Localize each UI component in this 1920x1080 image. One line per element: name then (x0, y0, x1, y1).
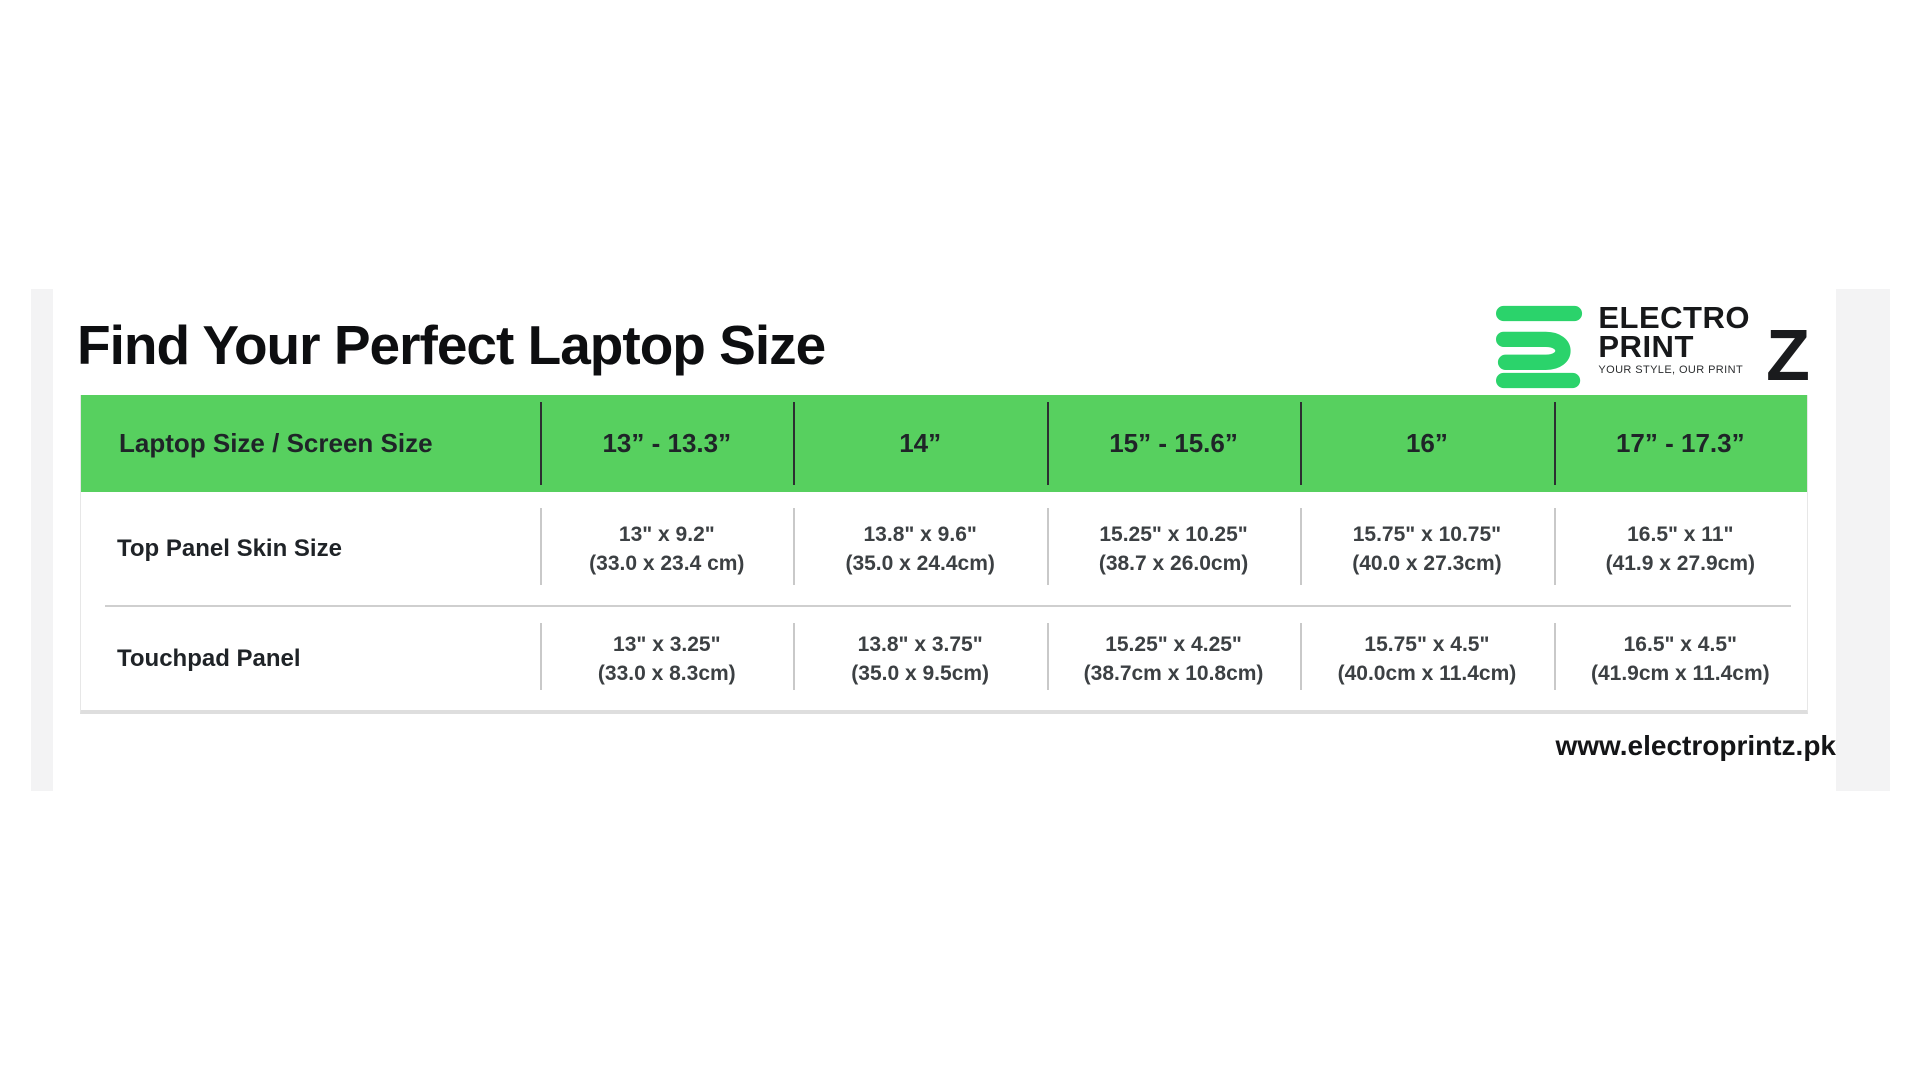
column-header-13in: 13” - 13.3” (540, 395, 793, 492)
size-inches: 15.75" x 10.75" (1352, 522, 1502, 546)
table-row-touchpad: Touchpad Panel 13" x 3.25" (33.0 x 8.3cm… (81, 607, 1807, 710)
size-cm: (33.0 x 23.4 cm) (589, 551, 745, 575)
column-header-laptop-size: Laptop Size / Screen Size (119, 428, 433, 458)
row-label-touchpad: Touchpad Panel (117, 645, 301, 672)
cell-touchpad-15in: 15.25" x 4.25" (38.7cm x 10.8cm) (1046, 607, 1300, 710)
logo-word-electro: ELECTRO (1598, 300, 1750, 335)
column-header-17in: 17” - 17.3” (1553, 395, 1807, 492)
size-cm: (38.7 x 26.0cm) (1098, 551, 1249, 575)
row-label-top-panel: Top Panel Skin Size (117, 535, 342, 562)
size-inches: 16.5" x 11" (1627, 522, 1734, 546)
size-cm: (35.0 x 24.4cm) (845, 551, 995, 575)
size-cm: (35.0 x 9.5cm) (851, 661, 990, 685)
size-inches: 15.25" x 4.25" (1105, 632, 1242, 656)
size-cm: (40.0 x 27.3cm) (1352, 551, 1502, 575)
size-inches: 15.75" x 4.5" (1364, 632, 1490, 656)
cell-top-panel-14in: 13.8" x 9.6" (35.0 x 24.4cm) (793, 492, 1046, 605)
page-title: Find Your Perfect Laptop Size (77, 314, 826, 376)
cell-touchpad-13in: 13" x 3.25" (33.0 x 8.3cm) (540, 607, 793, 710)
laptop-size-table: Laptop Size / Screen Size 13” - 13.3” 14… (80, 395, 1808, 714)
cell-top-panel-16in: 15.75" x 10.75" (40.0 x 27.3cm) (1300, 492, 1553, 605)
electroprintz-logo-icon (1496, 305, 1583, 389)
size-inches: 13.8" x 9.6" (863, 522, 977, 546)
size-cm: (41.9 x 27.9cm) (1605, 551, 1756, 575)
size-inches: 15.25" x 10.25" (1099, 522, 1248, 546)
content-card: Find Your Perfect Laptop Size ELECTRO PR… (53, 289, 1836, 791)
column-header-15in: 15” - 15.6” (1046, 395, 1300, 492)
column-header-16in: 16” (1300, 395, 1553, 492)
logo-wordmark: ELECTRO PRINT YOUR STYLE, OUR PRINT Z (1598, 300, 1810, 392)
website-url: www.electroprintz.pk (1555, 730, 1836, 761)
logo-tagline: YOUR STYLE, OUR PRINT (1598, 364, 1744, 376)
column-header-14in: 14” (793, 395, 1046, 492)
size-cm: (40.0cm x 11.4cm) (1337, 661, 1517, 685)
size-cm: (33.0 x 8.3cm) (597, 661, 736, 685)
cell-touchpad-16in: 15.75" x 4.5" (40.0cm x 11.4cm) (1300, 607, 1553, 710)
cell-top-panel-13in: 13" x 9.2" (33.0 x 23.4 cm) (540, 492, 793, 605)
table-header-row: Laptop Size / Screen Size 13” - 13.3” 14… (81, 395, 1807, 492)
size-cm: (38.7cm x 10.8cm) (1083, 661, 1264, 685)
size-inches: 13.8" x 3.75" (857, 632, 983, 656)
cell-touchpad-14in: 13.8" x 3.75" (35.0 x 9.5cm) (793, 607, 1046, 710)
row-divider (105, 605, 1791, 607)
cell-top-panel-17in: 16.5" x 11" (41.9 x 27.9cm) (1553, 492, 1807, 605)
logo-letter-z: Z (1766, 316, 1810, 396)
cell-touchpad-17in: 16.5" x 4.5" (41.9cm x 11.4cm) (1553, 607, 1807, 710)
size-inches: 16.5" x 4.5" (1623, 632, 1737, 656)
size-cm: (41.9cm x 11.4cm) (1590, 661, 1770, 685)
table-row-top-panel: Top Panel Skin Size 13" x 9.2" (33.0 x 2… (81, 492, 1807, 605)
size-inches: 13" x 9.2" (618, 522, 715, 546)
electroprintz-logo: ELECTRO PRINT YOUR STYLE, OUR PRINT Z (1492, 300, 1810, 393)
logo-word-print: PRINT (1598, 329, 1694, 364)
size-inches: 13" x 3.25" (613, 632, 721, 656)
cell-top-panel-15in: 15.25" x 10.25" (38.7 x 26.0cm) (1046, 492, 1300, 605)
